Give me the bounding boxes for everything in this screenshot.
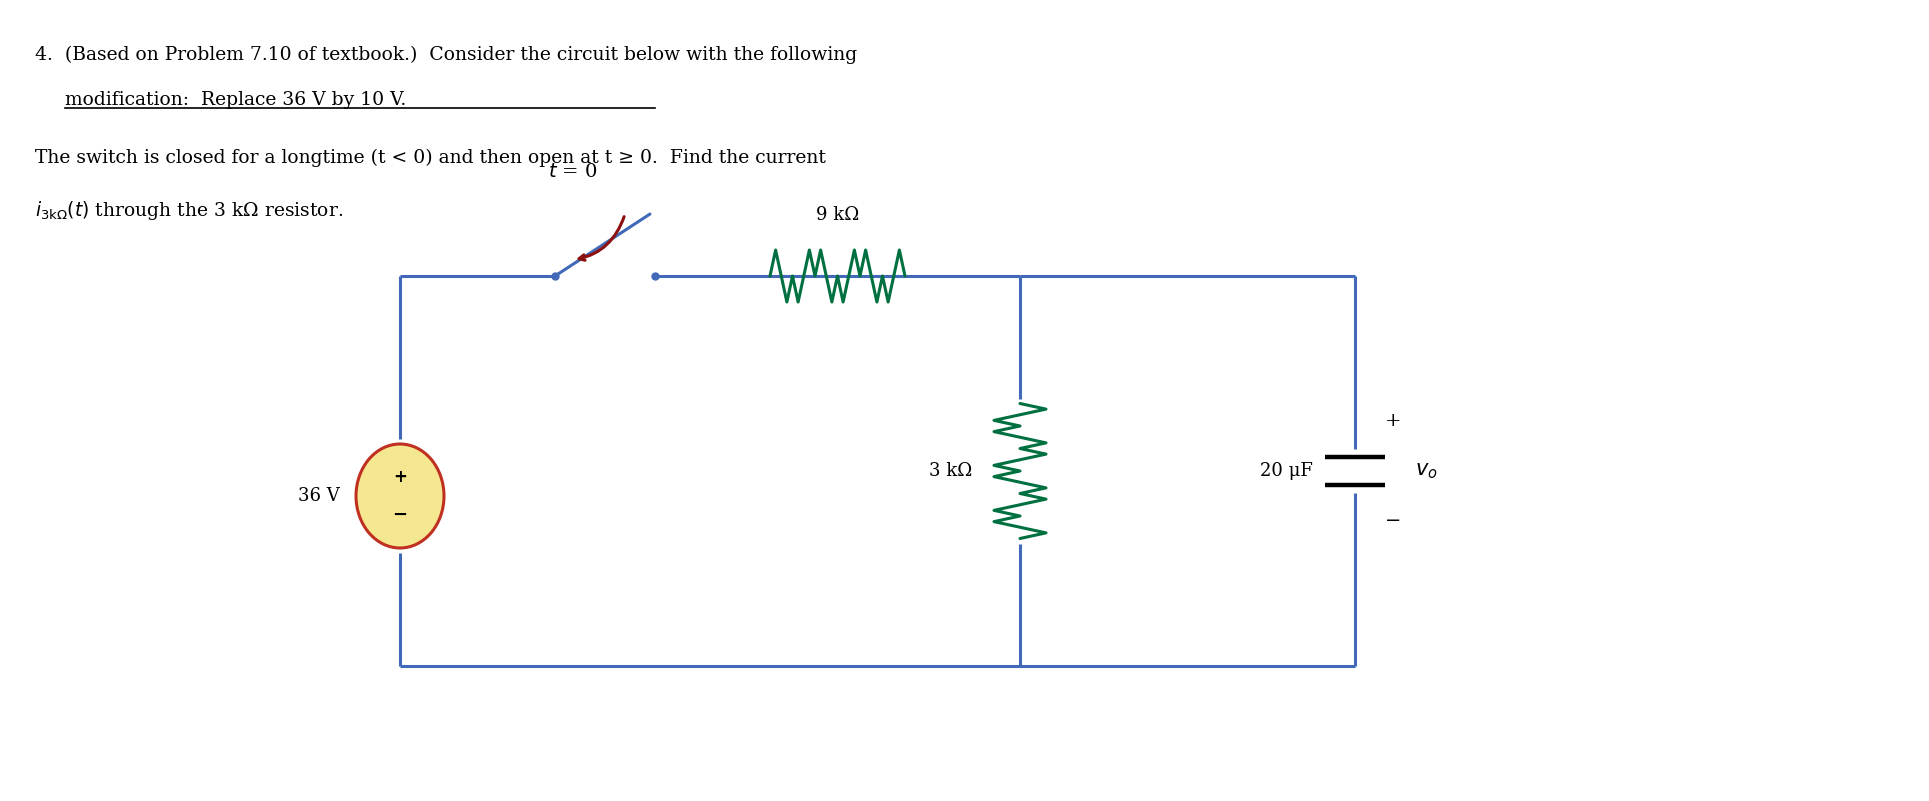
Text: +: + xyxy=(1385,412,1400,430)
Text: $i_{3\mathrm{k}\Omega}(t)$ through the 3 kΩ resistor.: $i_{3\mathrm{k}\Omega}(t)$ through the 3… xyxy=(35,199,343,222)
Text: $v_o$: $v_o$ xyxy=(1416,461,1437,481)
Text: 3 kΩ: 3 kΩ xyxy=(928,462,972,480)
Text: −: − xyxy=(1385,512,1400,530)
Text: 20 μF: 20 μF xyxy=(1260,462,1314,480)
Ellipse shape xyxy=(357,444,444,548)
Text: 4.  (Based on Problem 7.10 of textbook.)  Consider the circuit below with the fo: 4. (Based on Problem 7.10 of textbook.) … xyxy=(35,46,856,64)
Text: +: + xyxy=(394,468,407,486)
Text: $t$ = 0: $t$ = 0 xyxy=(548,163,598,181)
Text: modification:  Replace 36 V by 10 V.: modification: Replace 36 V by 10 V. xyxy=(66,91,407,109)
Text: 9 kΩ: 9 kΩ xyxy=(816,206,858,224)
Text: 36 V: 36 V xyxy=(299,487,340,505)
Text: −: − xyxy=(392,506,407,524)
Text: The switch is closed for a longtime (t < 0) and then open at t ≥ 0.  Find the cu: The switch is closed for a longtime (t <… xyxy=(35,149,826,167)
